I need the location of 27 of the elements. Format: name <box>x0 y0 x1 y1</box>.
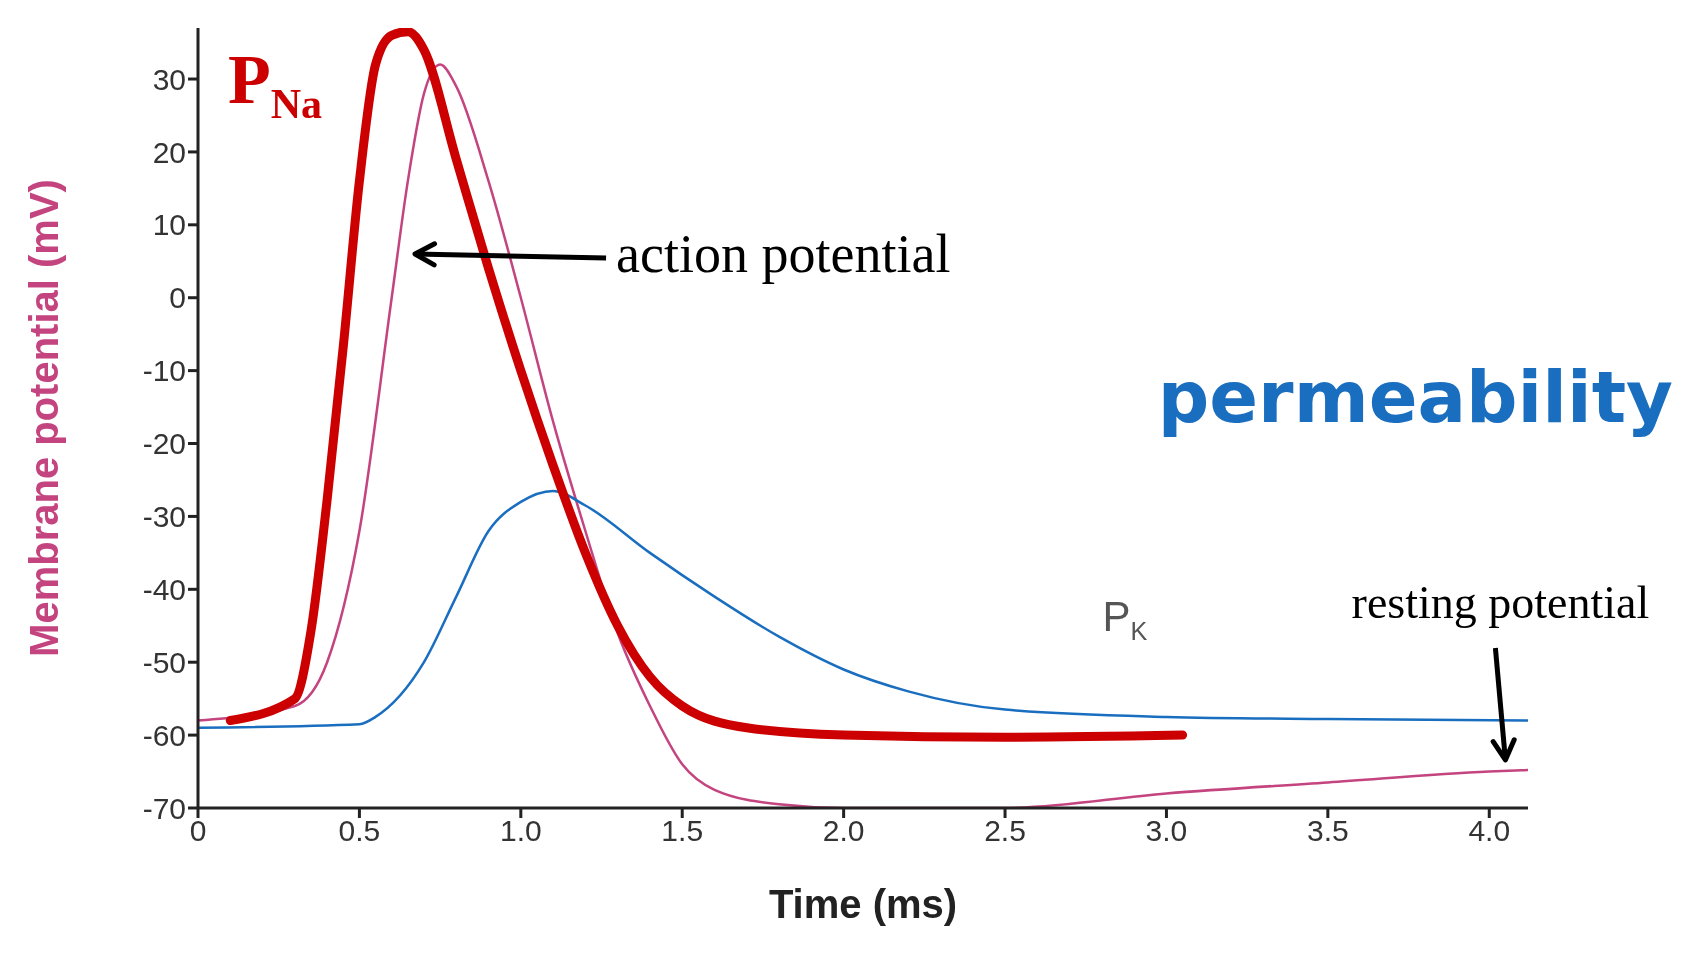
y-tick-label: -50 <box>142 645 186 679</box>
y-tick-label: -70 <box>142 791 186 825</box>
y-tick-label: -60 <box>142 718 186 752</box>
y-tick-label: -20 <box>142 427 186 461</box>
series-label: P$_{Na}$ <box>228 41 323 127</box>
x-tick-label: 3.0 <box>1145 814 1188 848</box>
x-tick-label: 0.5 <box>338 814 381 848</box>
y-tick-label: 30 <box>152 62 186 96</box>
x-tick-label: 3.5 <box>1306 814 1349 848</box>
y-tick-label: -10 <box>142 354 186 388</box>
y-tick-label: 20 <box>152 135 186 169</box>
y-tick-label: 10 <box>152 208 186 242</box>
x-tick-label: 2.5 <box>984 814 1026 848</box>
y-tick-label: -40 <box>142 572 186 606</box>
x-tick-label: 2.0 <box>822 814 865 848</box>
x-tick-label: 4.0 <box>1468 814 1511 848</box>
annotation: action potential <box>616 223 951 284</box>
annotation: permeability <box>1157 354 1673 439</box>
y-axis-title: Membrane potential (mV) <box>22 179 66 657</box>
y-tick-label: 0 <box>169 281 186 315</box>
x-tick-label: 1.5 <box>661 814 704 848</box>
annotation: resting potential <box>1351 576 1650 628</box>
x-axis-title: Time (ms) <box>768 882 958 926</box>
y-tick-label: -30 <box>142 500 186 534</box>
x-tick-label: 1.0 <box>499 814 542 848</box>
x-tick-label: 0 <box>189 814 207 848</box>
series-label: P$_{K}$ <box>1102 593 1148 646</box>
